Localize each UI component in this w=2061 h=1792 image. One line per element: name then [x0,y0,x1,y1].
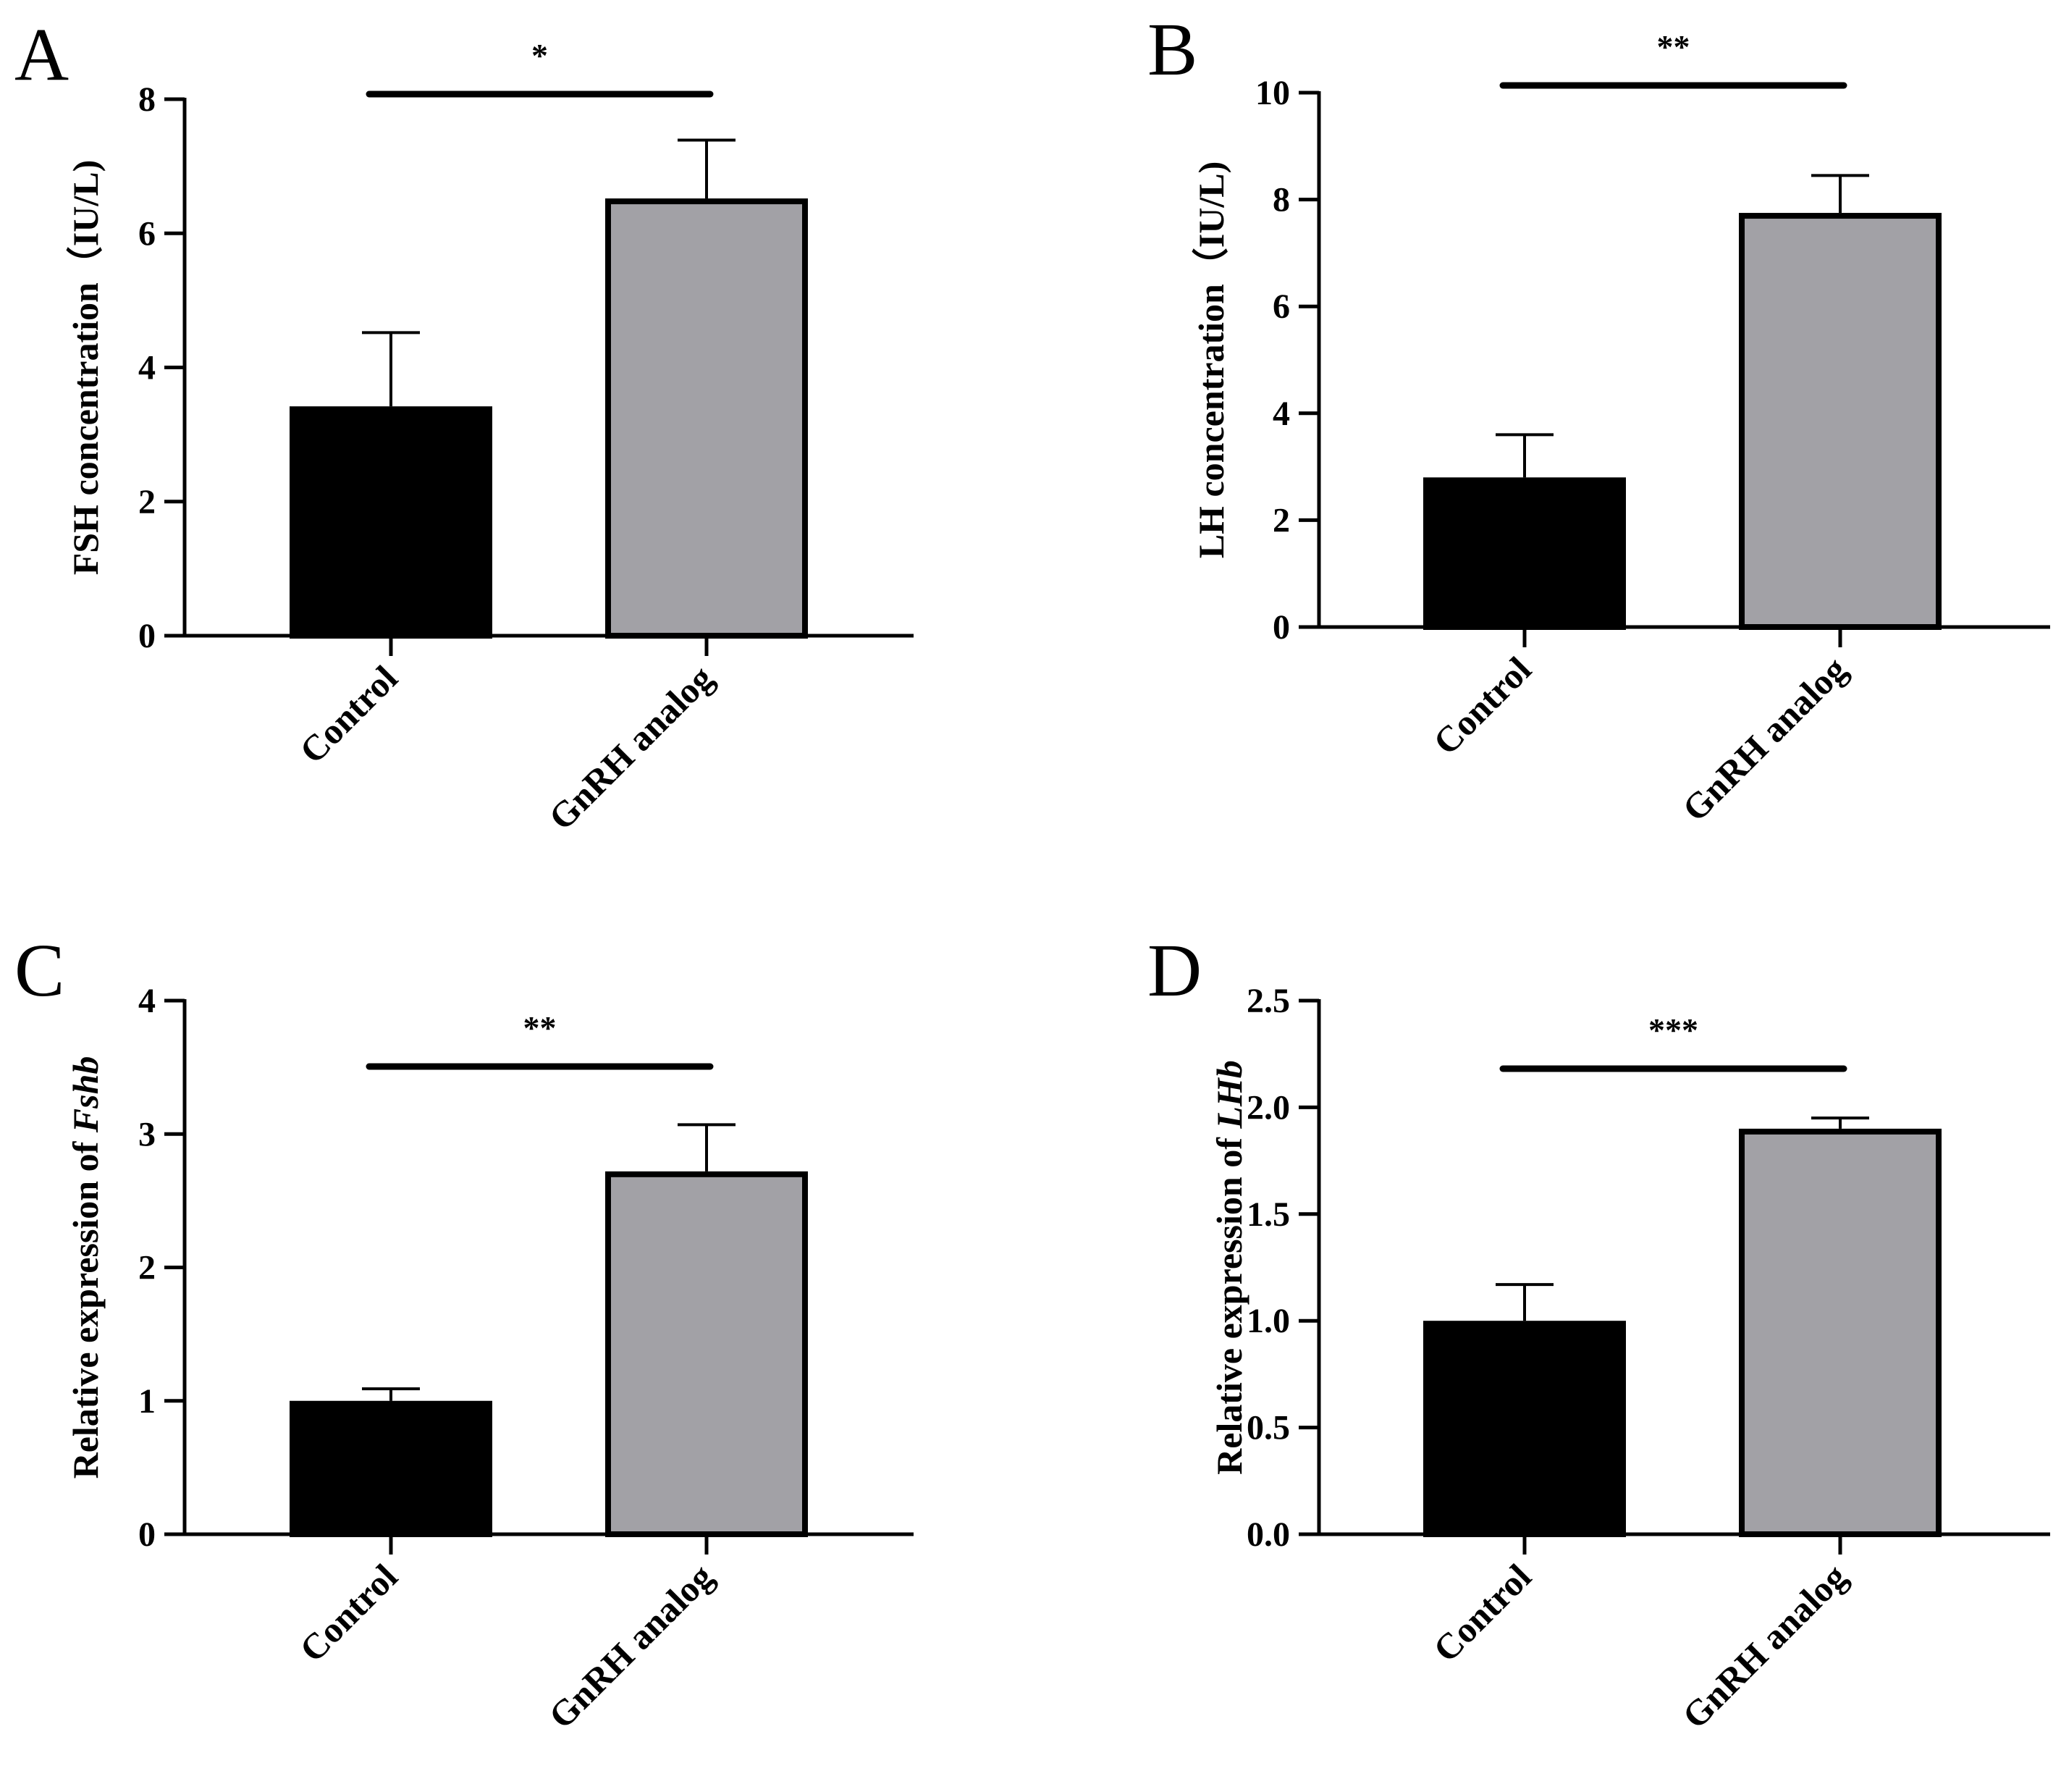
significance-label: *** [1648,1011,1698,1048]
y-tick-label: 2 [138,483,156,521]
y-tick-label: 2 [1273,501,1290,539]
y-tick-label: 4 [1273,395,1290,433]
bar-control [1423,477,1626,630]
panel-a: A 0 2 4 6 8 FSH concentration（IU/L) Control GnRH… [14,13,914,838]
panel-c: C 0 1 2 3 4 Relative expression of Fshb Control… [14,929,914,1736]
bar-gnrh-analog [605,1171,808,1537]
panel-letter: C [14,929,64,1012]
y-tick-label: 6 [138,214,156,253]
category-label: GnRH analog [541,1556,721,1736]
y-axis-label: FSH concentration（IU/L) [65,160,106,576]
category-label: Control [1425,649,1539,762]
bar-gnrh-analog [1739,213,1942,630]
y-tick-label: 8 [138,80,156,119]
y-axis-label: Relative expression of LHb [1209,1060,1249,1475]
y-axis-label-gene: LHb [1209,1060,1249,1129]
bar-control [290,1400,492,1537]
bar-gnrh-analog [605,198,808,639]
y-tick-label: 2.5 [1247,982,1290,1020]
y-axis-label-text: LH concentration（IU/L) [1191,161,1231,559]
y-tick-label: 10 [1255,74,1290,112]
y-tick-label: 2.0 [1247,1088,1290,1127]
category-label: Control [1425,1556,1539,1670]
y-axis-label-gene: Fshb [65,1056,106,1134]
y-axis-label-text: FSH concentration（IU/L) [65,160,106,576]
y-tick-label: 0 [138,617,156,655]
bar-gnrh-analog [1739,1128,1942,1537]
y-axis-label-text: Relative expression of [1209,1129,1249,1475]
y-tick-label: 4 [138,982,156,1020]
y-tick-label: 3 [138,1115,156,1153]
y-tick-label: 0.5 [1247,1409,1290,1447]
category-label: Control [292,1556,405,1670]
y-tick-label: 1.5 [1247,1195,1290,1234]
panel-b: B 0 2 4 6 8 10 LH concentration（IU/L) Control GnR… [1147,8,2050,829]
y-axis-label: Relative expression of Fshb [65,1056,106,1479]
y-tick-label: 0 [1273,608,1290,647]
panel-letter: A [14,13,69,96]
y-tick-label: 1.0 [1247,1302,1290,1340]
panel-letter: D [1147,929,1202,1012]
y-tick-label: 6 [1273,287,1290,326]
category-label: GnRH analog [1674,1556,1855,1736]
bar-control [1423,1321,1626,1537]
category-label: GnRH analog [1674,649,1855,829]
panel-letter: B [1147,8,1197,91]
significance-label: ** [1657,28,1690,65]
y-tick-label: 2 [138,1249,156,1287]
y-axis-label-text: Relative expression of [65,1132,106,1478]
y-tick-label: 1 [138,1382,156,1421]
y-tick-label: 8 [1273,181,1290,219]
category-label: Control [292,657,405,771]
y-tick-label: 0 [138,1515,156,1554]
bar-control [290,406,492,639]
significance-label: * [531,37,548,74]
y-tick-label: 4 [138,349,156,387]
panel-d: D 0.0 0.5 1.0 1.5 2.0 2.5 Relative expression o… [1147,929,2050,1736]
y-tick-label: 0.0 [1247,1515,1290,1554]
y-axis-label: LH concentration（IU/L) [1191,161,1231,559]
category-label: GnRH analog [541,657,721,838]
significance-label: ** [523,1009,557,1046]
